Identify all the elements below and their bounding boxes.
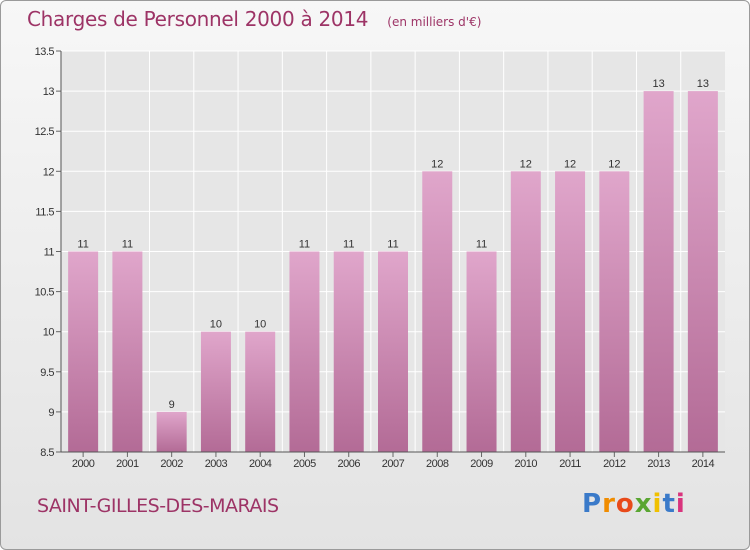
x-tick-label: 2010 <box>515 458 538 470</box>
bar-value-label: 12 <box>431 158 443 170</box>
y-tick-label: 12 <box>43 166 55 178</box>
x-tick-label: 2002 <box>160 458 183 470</box>
y-tick-label: 8.5 <box>40 447 54 459</box>
x-tick-label: 2009 <box>470 458 493 470</box>
logo-letter: x <box>634 489 653 519</box>
bar <box>156 411 187 452</box>
x-tick-label: 2008 <box>426 458 449 470</box>
logo-letter: o <box>615 489 635 519</box>
bar <box>289 251 320 452</box>
y-tick-label: 11.5 <box>35 206 54 218</box>
bar-value-label: 13 <box>697 78 709 90</box>
bar-value-label: 11 <box>387 239 398 251</box>
bar <box>200 331 231 452</box>
y-tick-label: 12.5 <box>35 126 55 138</box>
x-tick-label: 2012 <box>603 458 626 470</box>
bar <box>333 251 364 452</box>
bar-value-label: 11 <box>343 239 354 251</box>
x-tick-label: 2005 <box>293 458 316 470</box>
x-tick-label: 2003 <box>205 458 228 470</box>
logo-letter: t <box>662 489 676 519</box>
logo-letter: r <box>602 489 616 519</box>
bar-value-label: 13 <box>652 78 664 90</box>
y-tick-label: 10 <box>43 327 55 339</box>
logo-letter: i <box>675 489 686 519</box>
bar <box>422 171 453 453</box>
bar-value-label: 12 <box>564 158 576 170</box>
x-tick-label: 2001 <box>116 458 139 470</box>
bar-value-label: 10 <box>254 319 266 331</box>
bar <box>599 171 630 453</box>
x-tick-label: 2007 <box>382 458 405 470</box>
bar-value-label: 11 <box>122 239 133 251</box>
proxiti-logo: Proxiti <box>582 489 686 519</box>
bar-value-label: 12 <box>520 158 532 170</box>
bar <box>112 251 143 452</box>
y-tick-label: 9.5 <box>40 367 54 379</box>
y-tick-label: 13 <box>43 86 55 98</box>
x-tick-label: 2000 <box>72 458 95 470</box>
title-row: Charges de Personnel 2000 à 2014 (en mil… <box>27 7 481 31</box>
bar <box>245 331 276 452</box>
bar-value-label: 11 <box>77 239 88 251</box>
bar <box>466 251 497 452</box>
x-tick-label: 2014 <box>692 458 715 470</box>
y-tick-label: 11 <box>44 247 55 259</box>
commune-name: SAINT-GILLES-DES-MARAIS <box>37 495 279 517</box>
bar-value-label: 9 <box>169 399 175 411</box>
bar-value-label: 12 <box>608 158 620 170</box>
x-tick-label: 2004 <box>249 458 272 470</box>
bar <box>68 251 99 452</box>
bar-value-label: 11 <box>476 239 487 251</box>
x-tick-label: 2006 <box>337 458 360 470</box>
bar <box>555 171 586 453</box>
bar <box>643 91 674 452</box>
bar <box>510 171 541 453</box>
logo-letter: P <box>582 489 603 519</box>
x-tick-label: 2011 <box>559 458 581 470</box>
bar <box>687 91 718 452</box>
chart-title: Charges de Personnel 2000 à 2014 <box>27 7 369 31</box>
logo-letter: i <box>652 489 663 519</box>
y-tick-label: 9 <box>48 407 54 419</box>
bar-value-label: 11 <box>299 239 310 251</box>
y-tick-label: 13.5 <box>35 46 55 58</box>
x-tick-label: 2013 <box>647 458 670 470</box>
chart-subtitle: (en milliers d'€) <box>387 15 482 29</box>
bar <box>378 251 408 452</box>
y-tick-label: 10.5 <box>35 287 55 299</box>
bar-value-label: 10 <box>210 319 222 331</box>
